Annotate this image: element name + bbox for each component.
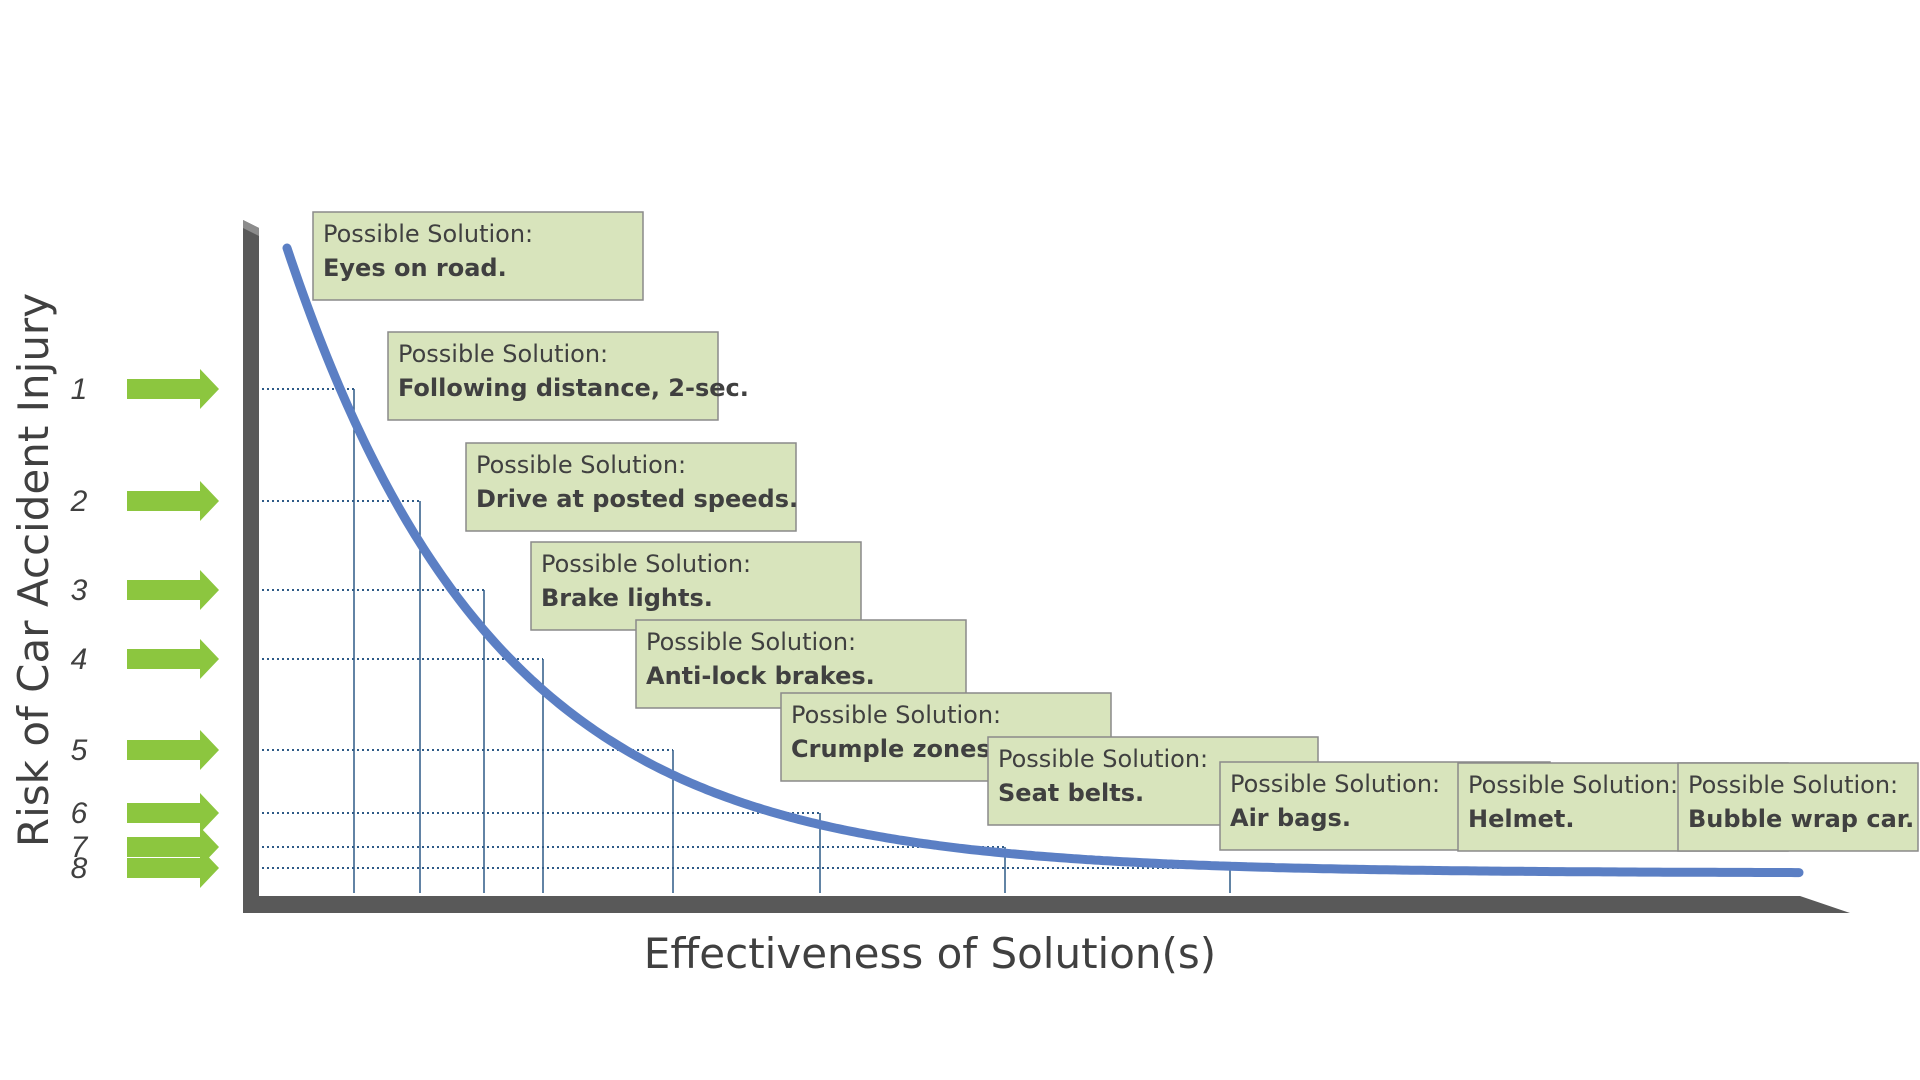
level-label: 3 bbox=[71, 574, 88, 607]
solution-boxes: Possible Solution:Eyes on road.Possible … bbox=[312, 211, 1919, 852]
solution-header: Possible Solution: bbox=[1468, 771, 1678, 799]
solution-box: Possible Solution: Following distance, 2-… bbox=[387, 331, 749, 421]
solution-header: Possible Solution: bbox=[998, 745, 1208, 773]
level-label: 8 bbox=[71, 852, 88, 885]
x-axis-bar bbox=[243, 896, 1850, 913]
y-axis-bar bbox=[243, 220, 259, 913]
solution-name: Helmet. bbox=[1468, 805, 1574, 833]
solution-header: Possible Solution: bbox=[1688, 771, 1898, 799]
level-arrows bbox=[127, 369, 219, 888]
solution-box-bg bbox=[387, 331, 719, 421]
solution-header: Possible Solution: bbox=[476, 451, 686, 479]
solution-header: Possible Solution: bbox=[541, 550, 751, 578]
level-arrow-icon bbox=[127, 369, 219, 409]
solution-box-bg bbox=[465, 442, 797, 532]
solution-header: Possible Solution: bbox=[1230, 770, 1440, 798]
solution-name: Brake lights. bbox=[541, 584, 713, 612]
axes bbox=[243, 220, 1850, 913]
level-label: 4 bbox=[71, 643, 88, 676]
solution-name: Eyes on road. bbox=[323, 254, 507, 282]
solution-box-bg bbox=[530, 541, 862, 631]
level-label: 7 bbox=[71, 831, 89, 864]
solution-name: Following distance, 2-sec. bbox=[398, 374, 749, 402]
solution-header: Possible Solution: bbox=[791, 701, 1001, 729]
level-label: 5 bbox=[71, 734, 88, 767]
solution-box: Possible Solution: Drive at posted speeds… bbox=[465, 442, 798, 532]
solution-name: Drive at posted speeds. bbox=[476, 485, 798, 513]
level-arrow-icon bbox=[127, 827, 219, 867]
level-arrow-icon bbox=[127, 793, 219, 833]
solution-name: Air bags. bbox=[1230, 804, 1351, 832]
y-axis-highlight bbox=[243, 220, 259, 236]
solution-box-bg bbox=[1677, 762, 1919, 852]
level-arrow-icon bbox=[127, 481, 219, 521]
solution-name: Crumple zones. bbox=[791, 735, 1000, 763]
solution-name: Bubble wrap car. bbox=[1688, 805, 1914, 833]
level-arrow-icon bbox=[127, 730, 219, 770]
level-arrow-icon bbox=[127, 570, 219, 610]
level-labels: 1 2 3 4 5 678 bbox=[70, 373, 89, 885]
solution-name: Anti-lock brakes. bbox=[646, 662, 875, 690]
level-arrow-icon bbox=[127, 848, 219, 888]
level-arrow-icon bbox=[127, 639, 219, 679]
level-label: 6 bbox=[71, 797, 88, 830]
solution-name: Seat belts. bbox=[998, 779, 1144, 807]
solution-box: Possible Solution: Brake lights. bbox=[530, 541, 862, 631]
level-label: 2 bbox=[70, 485, 88, 518]
solution-header: Possible Solution: bbox=[323, 220, 533, 248]
level-label: 1 bbox=[71, 373, 88, 406]
solution-header: Possible Solution: bbox=[398, 340, 608, 368]
y-axis-title: Risk of Car Accident Injury bbox=[9, 293, 58, 847]
solution-box: Possible Solution: Bubble wrap car. bbox=[1677, 762, 1919, 852]
solution-header: Possible Solution: bbox=[646, 628, 856, 656]
solution-box: Possible Solution: Eyes on road. bbox=[312, 211, 644, 301]
x-axis-title: Effectiveness of Solution(s) bbox=[644, 929, 1216, 978]
risk-curve bbox=[282, 243, 1804, 878]
solution-box-bg bbox=[312, 211, 644, 301]
